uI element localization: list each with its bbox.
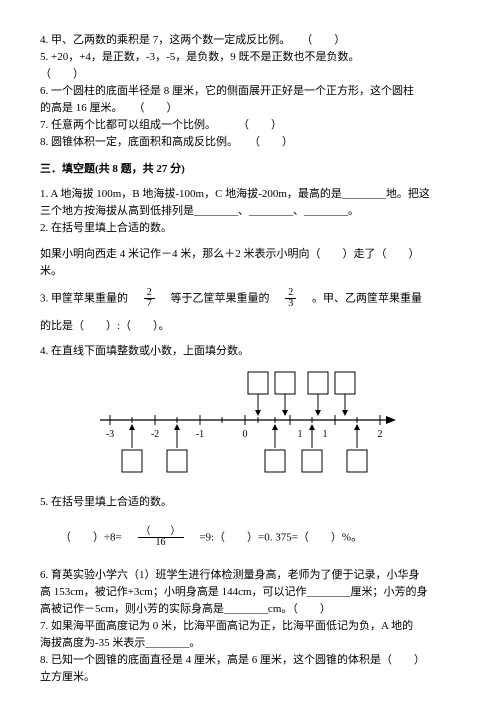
tick-label: 0 (243, 429, 248, 440)
number-line-svg: -3 -2 -1 0 1 1 2 (100, 370, 400, 480)
frac-den: 7 (144, 299, 155, 310)
fb-q3-pre: 3. 甲筐苹果重量的 (40, 292, 139, 304)
fb-q6-l3: 高被记作－5cm，则小芳的实际身高是________cm。（ ） (40, 601, 460, 618)
tf-q6-line2: 的高是 16 厘米。 （ ） (40, 100, 460, 117)
top-boxes (248, 372, 355, 416)
fraction-blank-16: （ ） 16 (138, 527, 184, 549)
fb-q5-equation: （ ）÷8= （ ） 16 =9:（ ）=0. 375=（ ）%。 (40, 527, 460, 549)
worksheet-page: 4. 甲、乙两数的乘积是 7，这两个数一定成反比例。 （ ） 5. +20，+4… (0, 0, 500, 716)
fraction-2-7: 2 7 (144, 288, 155, 310)
eq-right: =9:（ ）=0. 375=（ ）%。 (188, 531, 362, 543)
tf-q6-line1: 6. 一个圆柱的底面半径是 8 厘米，它的侧面展开正好是一个正方形，这个圆柱 (40, 83, 460, 100)
tf-q4: 4. 甲、乙两数的乘积是 7，这两个数一定成反比例。 （ ） (40, 32, 460, 49)
fb-q4: 4. 在直线下面填整数或小数，上面填分数。 (40, 343, 460, 360)
fb-q8-l2: 立方厘米。 (40, 669, 460, 686)
tick-label: 2 (378, 429, 383, 440)
fb-q6-l1: 6. 育英实验小学六（1）班学生进行体检测量身高，老师为了便于记录，小华身 (40, 567, 460, 584)
fb-q7-l2: 海拔高度为-35 米表示________。 (40, 635, 460, 652)
fb-q8-l1: 8. 已知一个圆锥的底面直径是 4 厘米，高是 6 厘米，这个圆锥的体积是（ ） (40, 652, 460, 669)
eq-left: （ ）÷8= (60, 531, 133, 543)
fill-blank-block-2: 6. 育英实验小学六（1）班学生进行体检测量身高，老师为了便于记录，小华身 高 … (40, 567, 460, 686)
fb-q1-line1: 1. A 地海拔 100m，B 地海拔-100m，C 地海拔-200m，最高的是… (40, 186, 460, 203)
tick-label: 1 (298, 429, 303, 440)
fb-q6-l2: 高 153cm，被记作+3cm；小明身高是 144cm，可以记作________… (40, 584, 460, 601)
tick-label: -1 (196, 429, 204, 440)
fb-q2: 2. 在括号里填上合适的数。 (40, 220, 460, 237)
tf-q7: 7. 任意两个比都可以组成一个比例。 （ ） (40, 117, 460, 134)
tick-label: -3 (106, 429, 114, 440)
fill-blank-block: 1. A 地海拔 100m，B 地海拔-100m，C 地海拔-200m，最高的是… (40, 186, 460, 359)
tick-label: 1 (323, 429, 328, 440)
axis-arrow (386, 416, 396, 424)
fb-q1-line2: 三个地方按海拔从高到低排列是________、________、________… (40, 203, 460, 220)
fb-q5: 5. 在括号里填上合适的数。 (40, 494, 460, 511)
fraction-2-3: 2 3 (285, 288, 296, 310)
frac-den: 3 (285, 299, 296, 310)
tf-q8: 8. 圆锥体积一定，底面积和高成反比例。 （ ） (40, 134, 460, 151)
fb-q3-line2: 的比是（ ）:（ ）。 (40, 318, 460, 335)
tf-q5-line1: 5. +20，+4，是正数，-3，-5，是负数，9 既不是正数也不是负数。 (40, 49, 460, 66)
section-3-title: 三．填空题(共 8 题，共 27 分) (40, 161, 460, 178)
fb-q3-line1: 3. 甲筐苹果重量的 2 7 等于乙筐苹果重量的 2 3 。甲、乙两筐苹果重量 (40, 288, 460, 310)
tick-group: -3 -2 -1 0 1 1 2 (106, 415, 383, 440)
frac-den: 16 (138, 538, 184, 549)
fb-q3-post: 。甲、乙两筐苹果重量 (301, 292, 422, 304)
fb-q3-mid: 等于乙筐苹果重量的 (160, 292, 281, 304)
fb-q2-text-a: 如果小明向西走 4 米记作－4 米，那么＋2 米表示小明向（ ）走了（ ） (40, 246, 460, 263)
tf-q5-line2: （ ） (40, 66, 460, 83)
number-line-figure: -3 -2 -1 0 1 1 2 (40, 370, 460, 480)
true-false-block: 4. 甲、乙两数的乘积是 7，这两个数一定成反比例。 （ ） 5. +20，+4… (40, 32, 460, 151)
fb-q7-l1: 7. 如果海平面高度记为 0 米，比海平面高记为正，比海平面低记为负，A 地的 (40, 618, 460, 635)
fb-q2-text-b: 米。 (40, 263, 460, 280)
tick-label: -2 (151, 429, 159, 440)
